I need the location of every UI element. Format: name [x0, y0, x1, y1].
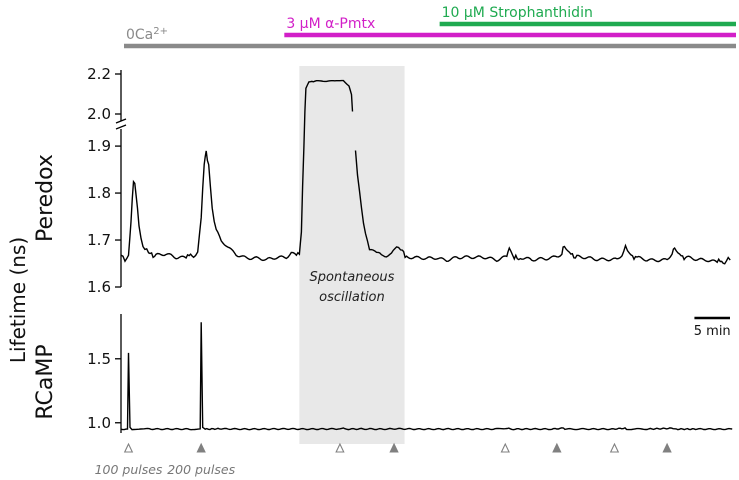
stimulus-marker: [389, 442, 399, 453]
condition-label-2: 10 μM Strophanthidin: [442, 5, 593, 21]
axis-break-mark: [115, 124, 127, 130]
y-tick-label: 1.5: [87, 350, 111, 368]
y-tick-label: 1.6: [87, 278, 111, 296]
stimulus-marker: [335, 442, 345, 453]
y-tick-label: 1.7: [87, 231, 111, 249]
stimulus-marker: [123, 442, 134, 453]
stimulus-label: 100 pulses: [95, 462, 163, 477]
panel-title-rcamp: RCaMP: [33, 344, 58, 419]
y-tick-label: 1.0: [87, 414, 111, 432]
spontaneous-oscillation-region: [299, 66, 405, 444]
stimulus-marker: [552, 442, 562, 453]
stimulus-marker: [196, 442, 206, 453]
stimulus-marker: [500, 442, 510, 453]
y-tick-label: 2.2: [87, 65, 111, 83]
y-tick-label: 2.0: [87, 105, 111, 123]
y-axis-title: Lifetime (ns): [6, 237, 30, 363]
stimulus-marker: [609, 442, 620, 453]
traces: [120, 79, 733, 431]
rcamp-trace: [120, 322, 733, 431]
y-tick-label: 1.9: [87, 137, 111, 155]
peredox-trace: [354, 150, 731, 265]
axis-break-mark: [115, 118, 127, 124]
stimulus-marker: [662, 442, 672, 453]
condition-bars: 0Ca2+ 3 μM α-Pmtx 10 μM Strophanthidin: [124, 5, 736, 49]
region-label-line1: Spontaneous: [309, 270, 394, 285]
condition-label-0: 0Ca2+: [126, 26, 168, 44]
stimulus-markers: 100 pulses 200 pulses: [95, 442, 672, 477]
region-label-line2: oscillation: [319, 290, 385, 305]
stimulus-label: 200 pulses: [167, 462, 235, 477]
y-tick-label: 1.8: [87, 184, 111, 202]
panel-title-peredox: Peredox: [33, 154, 58, 242]
axes: 2.0 2.2 1.6 1.7 1.8 1.9 1.0 1.5: [87, 65, 127, 433]
peredox-trace: [120, 79, 354, 263]
condition-label-1: 3 μM α-Pmtx: [286, 16, 375, 32]
scale-bar-label: 5 min: [694, 324, 731, 339]
